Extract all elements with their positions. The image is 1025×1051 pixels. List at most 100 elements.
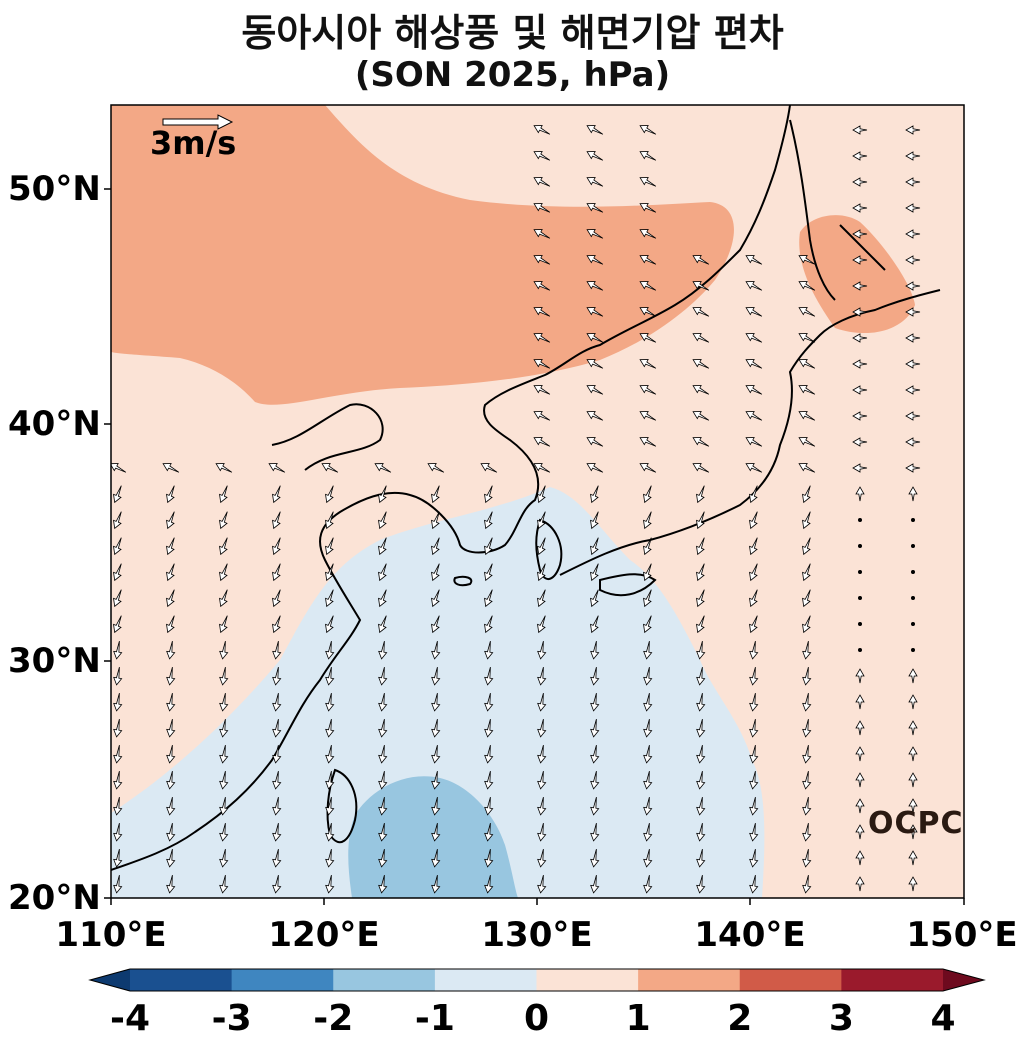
lon-label-140e: 140°E [694, 915, 806, 955]
wind-arrow [905, 385, 921, 395]
wind-arrow [272, 511, 281, 530]
wind-arrow [908, 798, 918, 814]
wind-arrow [905, 281, 921, 291]
lat-label-20n: 20°N [8, 878, 101, 918]
wind-arrow [325, 563, 334, 582]
wind-arrow [852, 255, 868, 265]
wind-arrow [643, 745, 653, 764]
wind-arrow [113, 589, 122, 608]
wind-arrow [166, 537, 175, 556]
wind-arrow [325, 823, 335, 842]
wind-arrow [537, 667, 547, 686]
wind-arrow [798, 307, 816, 317]
wind-arrow [798, 411, 816, 421]
wind-arrow [586, 385, 604, 395]
wind-arrow [537, 615, 546, 634]
wind-arrow [696, 537, 705, 556]
wind-arrow [749, 849, 759, 868]
wind-arrow [484, 537, 493, 556]
wind-arrow [219, 537, 228, 556]
wind-arrow [590, 849, 600, 868]
wind-arrow [749, 641, 759, 660]
wind-arrow [484, 875, 494, 894]
wind-calm-dot [858, 570, 863, 575]
wind-arrow [166, 771, 176, 790]
wind-calm-dot [911, 648, 916, 653]
wind-arrow [802, 719, 812, 738]
wind-arrow [908, 850, 918, 866]
wind-arrow [590, 537, 599, 556]
wind-arrow [215, 463, 233, 473]
wind-arrow [905, 229, 921, 239]
wind-arrow [590, 875, 600, 894]
wind-arrow [431, 615, 440, 634]
wind-arrow [802, 797, 812, 816]
wind-arrow [855, 798, 865, 814]
wind-arrow [586, 229, 604, 239]
wind-arrow [378, 849, 388, 868]
wind-arrow [639, 229, 657, 239]
wind-arrow [696, 615, 705, 634]
wind-arrow [692, 333, 710, 343]
wind-arrow [219, 693, 229, 712]
wind-arrow [798, 255, 816, 265]
wind-arrow [113, 667, 123, 686]
wind-arrow [586, 177, 604, 187]
wind-arrow [272, 485, 281, 504]
wind-calm-dot [858, 518, 863, 523]
wind-arrow [590, 641, 600, 660]
wind-arrow [749, 511, 758, 530]
wind-arrow [590, 771, 600, 790]
wind-arrow [431, 667, 441, 686]
wind-arrow [537, 823, 547, 842]
wind-arrow [166, 875, 176, 894]
wind-arrow [431, 849, 441, 868]
wind-arrow [378, 563, 387, 582]
colorbar-tick-label: 1 [625, 998, 651, 1039]
wind-arrow [325, 615, 334, 634]
wind-arrow [643, 719, 653, 738]
wind-arrow [802, 693, 812, 712]
wind-arrow [378, 485, 387, 504]
wind-arrow [639, 437, 657, 447]
wind-arrow [537, 797, 547, 816]
wind-arrow [802, 641, 812, 660]
wind-arrow [745, 437, 763, 447]
wind-calm-dot [858, 648, 863, 653]
lat-label-40n: 40°N [8, 404, 101, 444]
wind-arrow [484, 589, 493, 608]
wind-arrow [537, 849, 547, 868]
wind-arrow [696, 849, 706, 868]
wind-arrow [586, 151, 604, 161]
wind-arrow [590, 563, 599, 582]
wind-arrow [590, 615, 599, 634]
wind-arrow [643, 875, 653, 894]
wind-arrow [905, 125, 921, 135]
wind-arrow [745, 333, 763, 343]
wind-arrow [113, 797, 123, 816]
wind-arrow [855, 486, 865, 502]
wind-arrow [325, 641, 335, 660]
wind-arrow [484, 849, 494, 868]
wind-arrow [484, 615, 493, 634]
wind-arrow [749, 797, 759, 816]
wind-arrow [166, 693, 176, 712]
wind-arrow [802, 615, 811, 634]
wind-arrow [639, 307, 657, 317]
wind-arrow [802, 511, 811, 530]
wind-arrow [113, 537, 122, 556]
wind-arrow [586, 437, 604, 447]
wind-arrow [325, 875, 335, 894]
wind-arrow [272, 615, 281, 634]
anomaly-1-to-2-region-northwest [111, 105, 734, 405]
wind-arrow [431, 875, 441, 894]
wind-arrow [905, 203, 921, 213]
colorbar-segment [333, 969, 436, 991]
wind-arrow [905, 437, 921, 447]
wind-arrow [219, 641, 229, 660]
lat-label-50n: 50°N [8, 169, 101, 209]
wind-arrow [166, 589, 175, 608]
wind-arrow [272, 641, 282, 660]
wind-arrow [586, 359, 604, 369]
